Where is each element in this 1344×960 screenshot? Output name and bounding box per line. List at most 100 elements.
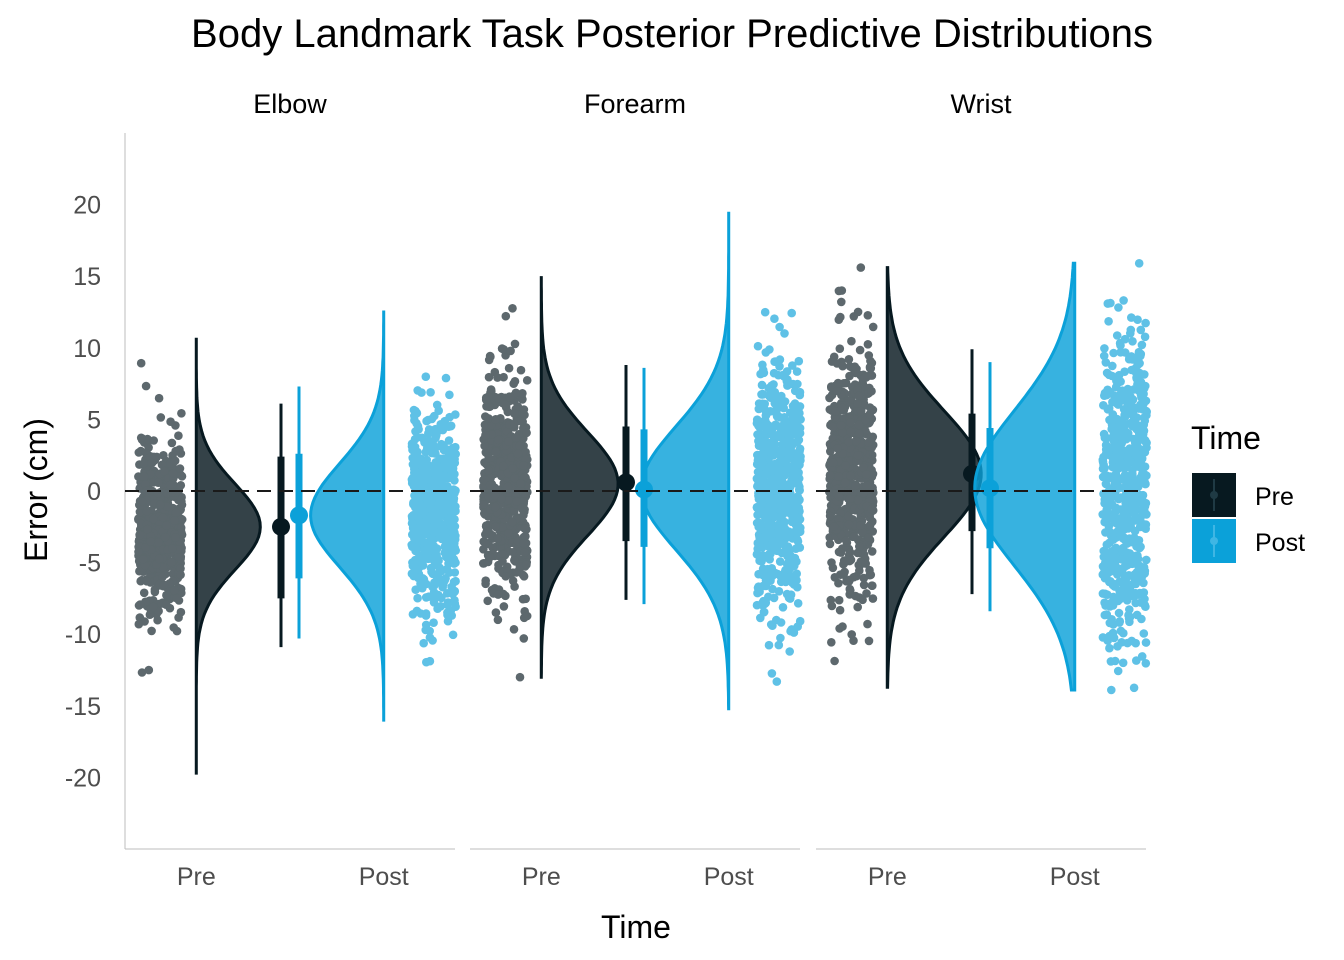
data-point — [134, 619, 144, 629]
data-point — [511, 433, 521, 443]
raw-points-pre — [479, 304, 532, 682]
data-point — [509, 625, 519, 634]
data-point — [425, 656, 435, 666]
data-point — [868, 594, 878, 603]
data-point — [1137, 340, 1147, 350]
density-pre — [539, 276, 620, 679]
data-point — [171, 508, 181, 517]
x-axis-title: Time — [601, 909, 671, 945]
data-point — [1107, 685, 1116, 695]
data-point — [841, 536, 851, 545]
data-point — [139, 459, 149, 468]
x-tick-label: Pre — [522, 863, 561, 891]
data-point — [847, 630, 856, 639]
data-point — [849, 312, 859, 321]
data-point — [493, 590, 503, 599]
data-point — [855, 542, 864, 551]
legend-point — [1210, 537, 1218, 545]
y-axis-title: Error (cm) — [18, 418, 54, 562]
data-point — [845, 371, 854, 381]
data-point — [508, 576, 518, 586]
data-point — [1108, 550, 1117, 559]
legend-title: Time — [1191, 420, 1261, 456]
data-point — [776, 465, 785, 474]
data-point — [832, 386, 842, 396]
raw-points-pre — [825, 263, 878, 666]
data-point — [766, 549, 775, 559]
data-point — [867, 371, 877, 380]
data-point — [520, 524, 530, 533]
data-point — [791, 544, 801, 553]
data-point — [836, 421, 846, 430]
data-point — [479, 500, 488, 509]
data-point — [850, 362, 860, 372]
data-point — [761, 581, 771, 591]
data-point — [868, 322, 878, 332]
data-point — [441, 527, 450, 537]
data-point — [787, 625, 796, 634]
data-point — [172, 594, 182, 603]
data-point — [834, 286, 844, 296]
data-point — [1134, 259, 1144, 268]
data-point — [1129, 493, 1139, 502]
data-point — [784, 482, 794, 491]
data-point — [795, 408, 804, 418]
data-point — [410, 534, 419, 544]
data-point — [518, 594, 528, 604]
data-point — [426, 388, 435, 397]
data-point — [793, 537, 803, 546]
data-point — [861, 559, 870, 568]
data-point — [787, 308, 796, 318]
data-point — [411, 546, 420, 556]
data-point — [776, 618, 786, 627]
data-point — [158, 563, 168, 572]
y-tick-label: -10 — [65, 621, 101, 649]
data-point — [1106, 298, 1115, 308]
data-point — [519, 510, 528, 520]
data-point — [506, 346, 515, 356]
data-point — [776, 450, 785, 460]
data-point — [442, 564, 452, 574]
y-tick-label: 10 — [73, 335, 101, 363]
data-point — [767, 564, 777, 573]
data-point — [1104, 557, 1114, 566]
y-tick-label: -15 — [65, 693, 101, 721]
data-point — [835, 624, 844, 633]
data-point — [1108, 510, 1117, 520]
data-point — [1122, 398, 1132, 407]
data-point — [137, 497, 147, 506]
data-point — [158, 572, 167, 582]
data-point — [1098, 589, 1108, 598]
data-point — [154, 538, 163, 547]
data-point — [862, 589, 871, 598]
data-point — [499, 345, 509, 354]
data-point — [499, 461, 508, 471]
data-point — [773, 536, 783, 546]
data-point — [846, 418, 855, 427]
data-point — [517, 503, 527, 512]
data-point — [491, 522, 500, 532]
data-point — [513, 449, 523, 459]
data-point — [168, 469, 178, 478]
data-point — [1130, 501, 1139, 511]
data-point — [450, 599, 460, 608]
data-point — [836, 570, 845, 579]
data-point — [860, 373, 870, 383]
data-point — [1118, 658, 1128, 668]
data-point — [853, 602, 862, 612]
data-point — [1128, 355, 1137, 364]
data-point — [493, 534, 502, 543]
data-point — [865, 363, 875, 373]
data-point — [855, 345, 865, 355]
data-point — [838, 361, 847, 371]
data-point — [753, 475, 763, 485]
data-point — [772, 529, 781, 538]
data-point — [829, 522, 839, 531]
data-point — [433, 604, 442, 613]
data-point — [834, 595, 844, 605]
data-point — [410, 468, 419, 478]
data-point — [158, 513, 168, 522]
data-point — [779, 570, 788, 580]
data-point — [863, 619, 872, 629]
data-point — [1113, 482, 1123, 491]
